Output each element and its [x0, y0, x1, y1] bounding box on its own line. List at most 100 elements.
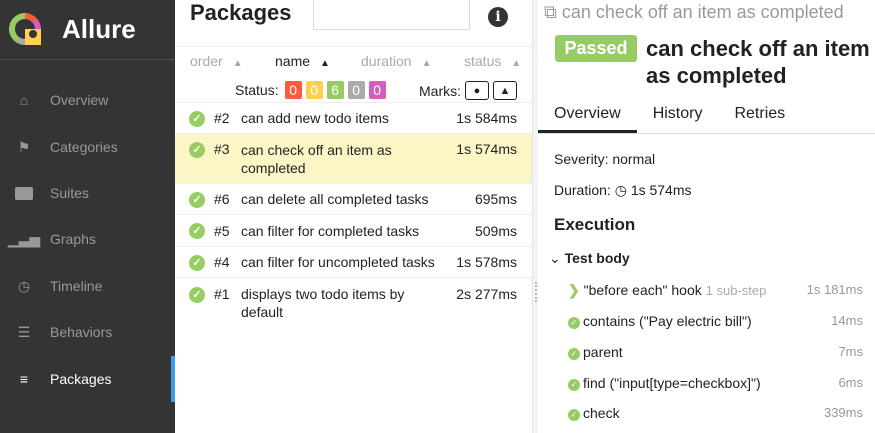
- sort-order[interactable]: order ▲︎: [190, 53, 243, 69]
- table-row[interactable]: ✓ #3 can check off an item as completed 1s …: [175, 134, 532, 184]
- execution-heading: Execution: [554, 215, 636, 234]
- row-duration: 1s 584ms: [456, 110, 517, 126]
- table-row[interactable]: ✓ #2 can add new todo items 1s 584ms: [175, 103, 532, 134]
- row-duration: 2s 277ms: [456, 286, 517, 302]
- table-row[interactable]: ✓ #1 displays two todo items by default 2s …: [175, 278, 532, 328]
- row-name: can add new todo items: [241, 110, 389, 126]
- page-title: Packages: [190, 0, 292, 25]
- home-icon: ⌂: [19, 92, 29, 108]
- briefcase-icon: [12, 186, 36, 200]
- sort-icon: ▲: [421, 58, 432, 69]
- sort-status[interactable]: status ▲: [464, 53, 521, 69]
- step-row[interactable]: ✓ check 339ms: [568, 405, 863, 421]
- column-label: duration: [361, 53, 412, 69]
- status-passed-toggle[interactable]: 6: [326, 81, 344, 99]
- step-duration: 339ms: [823, 405, 863, 420]
- tab-retries[interactable]: Retries: [734, 105, 786, 122]
- chevron-right-icon: ❯: [568, 282, 580, 298]
- step-row[interactable]: ❯ "before each" hook 1 sub-step 1s 181ms: [568, 282, 863, 299]
- warning-icon[interactable]: ▲: [493, 81, 517, 100]
- status-badge: Passed: [555, 35, 637, 62]
- sidebar-item-overview[interactable]: ⌂ Overview: [0, 77, 175, 123]
- row-name: can filter for completed tasks: [241, 223, 420, 239]
- search-input[interactable]: [313, 0, 470, 30]
- step-row[interactable]: ✓ contains ("Pay electric bill") 14ms: [568, 313, 863, 329]
- row-name: displays two todo items by default: [241, 286, 405, 320]
- pane-resizer[interactable]: [532, 0, 538, 433]
- sidebar: Allure ⌂ Overview ⚑ Categories Suites ▁▃▅ G…: [0, 0, 175, 433]
- table-row[interactable]: ✓ #6 can delete all completed tasks 695ms: [175, 184, 532, 215]
- step-name: parent: [583, 344, 623, 360]
- sidebar-item-graphs[interactable]: ▁▃▅ Graphs: [0, 216, 175, 262]
- severity: Severity: normal: [554, 151, 656, 167]
- sidebar-item-timeline[interactable]: ◷ Timeline: [0, 263, 175, 309]
- row-order: #2: [214, 110, 230, 126]
- tab-overview[interactable]: Overview: [538, 97, 637, 133]
- row-order: #1: [214, 286, 230, 302]
- marks-label: Marks:: [419, 82, 461, 99]
- status-unknown-toggle[interactable]: 0: [368, 81, 386, 99]
- status-label: Status:: [235, 82, 279, 98]
- resize-grip[interactable]: [535, 282, 537, 302]
- marks-filter: Marks: ● ▲: [419, 81, 517, 100]
- sort-duration[interactable]: duration ▲: [361, 53, 432, 69]
- clock-icon: ◷: [17, 277, 31, 294]
- logo[interactable]: Allure: [0, 0, 175, 60]
- sort-name[interactable]: name ▲: [275, 53, 330, 69]
- test-body-toggle[interactable]: ⌄ Test body: [549, 250, 630, 267]
- duration-label: Duration:: [554, 182, 611, 198]
- sidebar-item-categories[interactable]: ⚑ Categories: [0, 124, 175, 170]
- info-icon[interactable]: i: [488, 7, 508, 27]
- status-failed-toggle[interactable]: 0: [284, 81, 302, 99]
- status-skipped-toggle[interactable]: 0: [347, 81, 365, 99]
- sort-icon: ▲︎: [232, 58, 243, 69]
- sidebar-item-label: Packages: [50, 371, 112, 387]
- packages-panel: Packages i order ▲︎ name ▲ duration ▲ statu…: [175, 0, 532, 433]
- sidebar-item-label: Categories: [50, 139, 118, 155]
- row-name: can check off an item as completed: [241, 142, 392, 176]
- status-broken-toggle[interactable]: 0: [305, 81, 323, 99]
- bar-chart-icon: ▁▃▅: [7, 230, 41, 247]
- column-label: status: [464, 53, 502, 69]
- sort-icon: ▲: [511, 58, 522, 69]
- step-substeps: 1 sub-step: [705, 283, 767, 298]
- row-name: can filter for uncompleted tasks: [241, 254, 435, 270]
- sort-icon: ▲: [320, 58, 330, 69]
- row-order: #5: [214, 223, 230, 239]
- step-name: contains ("Pay electric bill"): [583, 313, 752, 329]
- table-header: order ▲︎ name ▲ duration ▲ status ▲ Status: …: [175, 46, 532, 103]
- tab-bar: Overview History Retries: [538, 97, 875, 134]
- table-row[interactable]: ✓ #4 can filter for uncompleted tasks 1s 57…: [175, 247, 532, 278]
- chevron-down-icon: ⌄: [549, 250, 561, 266]
- step-row[interactable]: ✓ parent 7ms: [568, 344, 863, 360]
- breadcrumb-text: can check off an item as completed: [561, 2, 844, 22]
- table-row[interactable]: ✓ #5 can filter for completed tasks 509ms: [175, 215, 532, 247]
- flag-icon: ⚑: [17, 138, 31, 155]
- clock-icon: ◷: [614, 182, 627, 198]
- test-detail: ⧉ can check off an item as completed Pas…: [538, 0, 875, 433]
- step-duration: 14ms: [831, 313, 863, 328]
- flaky-bomb-icon[interactable]: ●: [465, 81, 489, 100]
- sidebar-item-packages[interactable]: ≡ Packages: [0, 356, 175, 402]
- step-row[interactable]: ✓ find ("input[type=checkbox]") 6ms: [568, 375, 863, 391]
- sidebar-item-behaviors[interactable]: ☰ Behaviors: [0, 309, 175, 355]
- tab-history[interactable]: History: [652, 105, 703, 122]
- column-label: name: [275, 53, 311, 69]
- sidebar-item-label: Overview: [50, 92, 109, 108]
- app-name: Allure: [62, 14, 136, 44]
- duration: Duration: ◷ 1s 574ms: [554, 182, 692, 199]
- test-title: can check off an item as completed: [646, 36, 870, 88]
- row-duration: 1s 578ms: [456, 254, 517, 270]
- duration-value: 1s 574ms: [630, 182, 692, 198]
- copy-icon[interactable]: ⧉: [544, 2, 557, 22]
- passed-icon: ✓: [189, 111, 205, 127]
- sidebar-item-label: Suites: [50, 185, 89, 201]
- row-order: #4: [214, 254, 230, 270]
- align-left-icon: ≡: [19, 371, 29, 387]
- step-duration: 1s 181ms: [806, 282, 863, 297]
- passed-icon: ✓: [568, 317, 580, 329]
- column-label: order: [190, 53, 223, 69]
- sidebar-item-label: Graphs: [50, 231, 96, 247]
- step-name: "before each" hook: [583, 282, 702, 298]
- sidebar-item-suites[interactable]: Suites: [0, 170, 175, 216]
